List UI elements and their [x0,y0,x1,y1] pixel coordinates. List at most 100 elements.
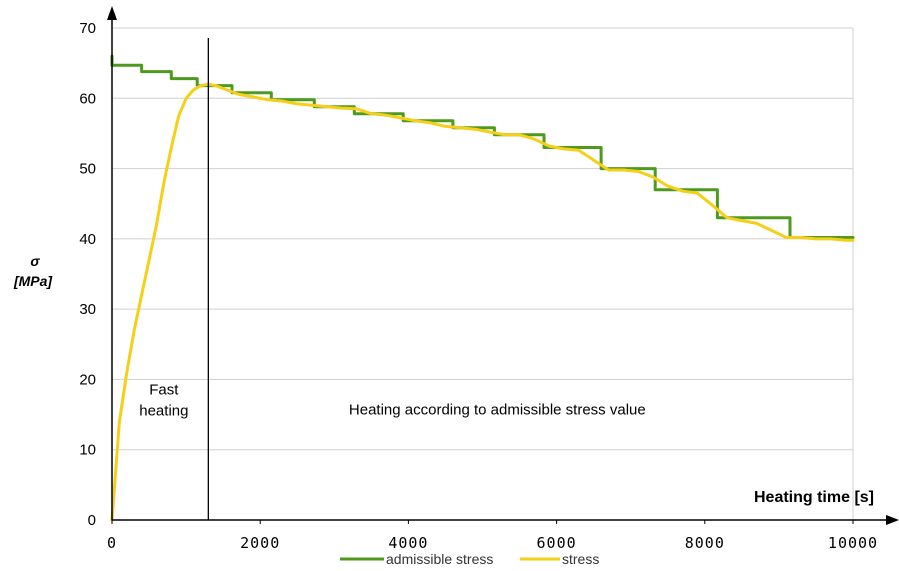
annotation-text: Fast [149,382,179,399]
data-point [852,237,853,238]
x-tick-label: 4000 [388,534,428,552]
x-axis-label: Heating time [s] [754,489,874,506]
data-point [543,134,544,135]
data-point [563,148,564,149]
data-point [282,100,283,101]
data-point [830,238,831,239]
data-point [712,205,713,206]
data-point [237,93,238,94]
data-point [119,421,120,422]
x-axis-arrow [886,515,899,525]
x-tick-label: 10000 [828,534,878,552]
y-tick-label: 50 [79,161,96,178]
data-point [741,220,742,221]
y-tick-label: 20 [79,371,96,388]
data-point [171,78,172,79]
data-point [717,217,718,218]
data-point [141,65,142,66]
data-point [126,372,127,373]
data-point [608,169,609,170]
data-point [543,147,544,148]
data-point [148,259,149,260]
data-point [267,99,268,100]
data-point [354,113,355,114]
data-point [141,294,142,295]
data-point [845,240,846,241]
data-point [801,237,802,238]
data-point [226,89,227,90]
data-point [534,138,535,139]
data-point [297,103,298,104]
data-point [134,330,135,331]
data-point [786,237,787,238]
data-point [852,240,853,241]
y-tick-label: 60 [79,90,96,107]
data-point [156,224,157,225]
data-point [474,129,475,130]
annotation-layer: Fast heating Heating according to admissib… [139,382,645,420]
data-point [652,176,653,177]
data-point [489,131,490,132]
data-point [252,96,253,97]
data-point [726,217,727,218]
x-tick-label: 6000 [537,534,577,552]
data-point [549,145,550,146]
data-point [193,89,194,90]
data-point [600,168,601,169]
series-line-stress [112,84,853,520]
data-point [638,171,639,172]
data-point [163,182,164,183]
y-axis-label-symbol: σ [30,253,40,269]
data-point [314,99,315,100]
data-point [655,189,656,190]
data-point [171,147,172,148]
axes-layer: 0102030405060700 2000 4000 6000 8000 10000 [79,6,899,552]
data-point [430,122,431,123]
data-point [717,189,718,190]
y-axis-label-unit: [MPa] [13,273,53,289]
data-point [623,169,624,170]
data-point [815,238,816,239]
annotation-text: heating [139,403,188,420]
legend-label: stress [562,551,599,567]
data-point [341,108,342,109]
data-point [386,115,387,116]
y-tick-label: 10 [79,442,96,459]
annotation-text: Heating according to admissible stress v… [349,402,646,419]
data-point [494,127,495,128]
data-point [200,85,201,86]
data-point [231,85,232,86]
data-point [326,106,327,107]
data-point [186,98,187,99]
data-point [311,105,312,106]
data-point [215,85,216,86]
data-point [141,71,142,72]
data-point [356,108,357,109]
data-point [171,71,172,72]
y-tick-label: 30 [79,301,96,318]
data-point [197,78,198,79]
data-point [667,186,668,187]
data-point [578,150,579,151]
series-line-admissible-stress [112,56,853,237]
data-point [600,147,601,148]
data-point [400,117,401,118]
x-tick-label: 8000 [685,534,725,552]
y-tick-label: 70 [79,20,96,37]
x-tick-label: 0 [107,534,117,552]
data-point [445,126,446,127]
data-point [371,113,372,114]
data-point [403,120,404,121]
data-point [271,92,272,93]
legend-label: admissible stress [386,551,493,567]
data-point [415,120,416,121]
series-layer [111,56,853,521]
data-point [682,190,683,191]
data-point [593,160,594,161]
legend: admissible stress stress [340,551,599,567]
data-point [452,120,453,121]
y-tick-label: 40 [79,231,96,248]
data-point [504,134,505,135]
